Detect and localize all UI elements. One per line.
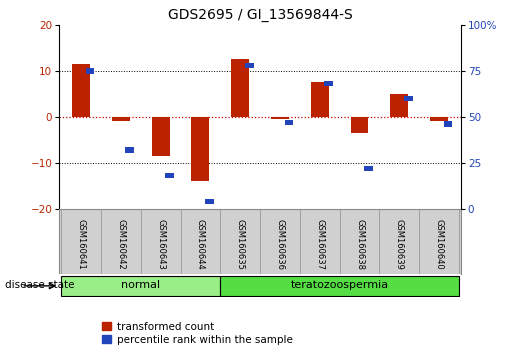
Bar	[61, 275, 220, 296]
Bar	[205, 199, 214, 204]
Bar	[165, 173, 174, 178]
Text: GSM160635: GSM160635	[236, 219, 245, 269]
Bar	[324, 81, 333, 86]
Bar	[192, 117, 210, 181]
Bar	[126, 147, 134, 153]
Bar	[152, 117, 169, 156]
Bar	[72, 64, 90, 117]
Text: GSM160636: GSM160636	[276, 219, 284, 270]
Text: GSM160640: GSM160640	[435, 219, 443, 269]
Bar	[443, 121, 452, 127]
Bar	[231, 59, 249, 117]
Text: GSM160643: GSM160643	[156, 219, 165, 269]
Bar	[112, 117, 130, 120]
Bar	[311, 82, 329, 117]
Bar	[220, 275, 459, 296]
Bar	[390, 94, 408, 117]
Text: teratozoospermia: teratozoospermia	[290, 280, 389, 290]
Bar	[245, 63, 253, 68]
Text: normal: normal	[121, 280, 160, 290]
Bar	[430, 117, 448, 121]
Legend: transformed count, percentile rank within the sample: transformed count, percentile rank withi…	[98, 318, 297, 349]
Title: GDS2695 / GI_13569844-S: GDS2695 / GI_13569844-S	[168, 8, 352, 22]
Text: GSM160644: GSM160644	[196, 219, 205, 269]
Text: disease state: disease state	[5, 280, 75, 290]
Bar	[271, 117, 289, 119]
Bar	[85, 68, 94, 74]
Text: GSM160639: GSM160639	[395, 219, 404, 269]
Bar	[404, 96, 413, 101]
Bar	[364, 166, 373, 171]
Text: GSM160642: GSM160642	[116, 219, 125, 269]
Text: GSM160638: GSM160638	[355, 219, 364, 270]
Text: GSM160637: GSM160637	[315, 219, 324, 270]
Text: GSM160641: GSM160641	[77, 219, 85, 269]
Bar	[284, 120, 293, 125]
Bar	[351, 117, 368, 133]
